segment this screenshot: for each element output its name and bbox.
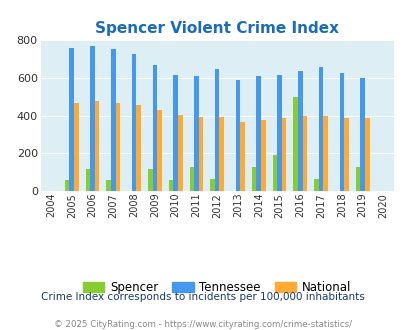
Bar: [281, 118, 286, 191]
Bar: [65, 180, 69, 191]
Bar: [364, 118, 369, 191]
Bar: [115, 103, 120, 191]
Bar: [297, 71, 302, 191]
Bar: [85, 169, 90, 191]
Bar: [95, 101, 99, 191]
Bar: [148, 169, 152, 191]
Bar: [157, 110, 161, 191]
Bar: [277, 75, 281, 191]
Bar: [260, 120, 265, 191]
Bar: [339, 73, 343, 191]
Bar: [74, 103, 79, 191]
Bar: [272, 155, 277, 191]
Bar: [313, 179, 318, 191]
Bar: [323, 115, 327, 191]
Bar: [302, 115, 307, 191]
Bar: [69, 48, 74, 191]
Text: © 2025 CityRating.com - https://www.cityrating.com/crime-statistics/: © 2025 CityRating.com - https://www.city…: [54, 320, 351, 329]
Bar: [136, 105, 141, 191]
Bar: [177, 115, 182, 191]
Bar: [293, 97, 297, 191]
Bar: [240, 121, 244, 191]
Bar: [106, 180, 111, 191]
Text: Crime Index corresponds to incidents per 100,000 inhabitants: Crime Index corresponds to incidents per…: [41, 292, 364, 302]
Title: Spencer Violent Crime Index: Spencer Violent Crime Index: [95, 21, 338, 36]
Bar: [168, 180, 173, 191]
Bar: [152, 65, 157, 191]
Bar: [256, 76, 260, 191]
Bar: [111, 49, 115, 191]
Legend: Spencer, Tennessee, National: Spencer, Tennessee, National: [78, 276, 356, 299]
Bar: [194, 76, 198, 191]
Bar: [132, 54, 136, 191]
Bar: [173, 75, 177, 191]
Bar: [360, 78, 364, 191]
Bar: [210, 179, 214, 191]
Bar: [343, 118, 348, 191]
Bar: [214, 69, 219, 191]
Bar: [90, 46, 95, 191]
Bar: [198, 117, 203, 191]
Bar: [355, 167, 360, 191]
Bar: [235, 81, 240, 191]
Bar: [318, 67, 323, 191]
Bar: [219, 117, 224, 191]
Bar: [251, 167, 256, 191]
Bar: [189, 167, 194, 191]
